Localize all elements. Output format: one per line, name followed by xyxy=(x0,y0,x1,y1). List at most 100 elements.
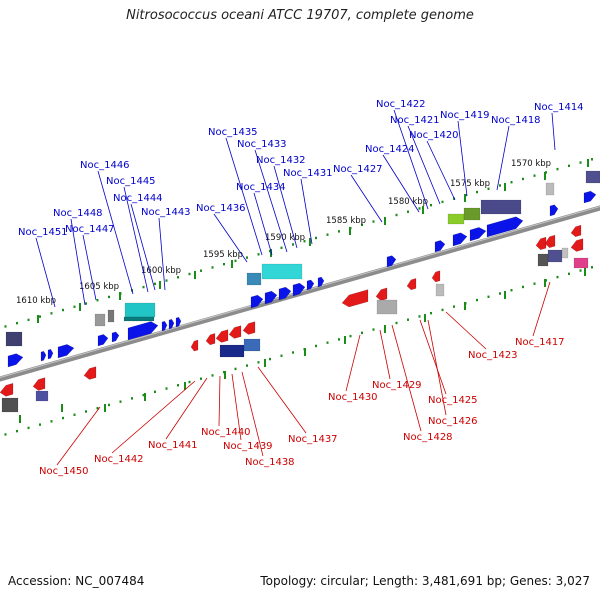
leader-line xyxy=(300,178,313,245)
major-tick xyxy=(349,227,351,235)
leader-line xyxy=(231,373,242,441)
major-tick xyxy=(424,314,426,322)
gene-label-noc-1422[interactable]: Noc_1422 xyxy=(376,99,426,110)
gene-label-noc-1433[interactable]: Noc_1433 xyxy=(237,139,287,150)
gene-label-noc-1438[interactable]: Noc_1438 xyxy=(245,457,295,468)
gene-feature-box xyxy=(124,302,156,318)
gene-label-noc-1425[interactable]: Noc_1425 xyxy=(428,395,478,406)
scale-tick-label: 1580 kbp xyxy=(388,197,428,207)
leader-line xyxy=(130,203,156,291)
gene-label-noc-1419[interactable]: Noc_1419 xyxy=(440,110,490,121)
gene-label-noc-1430[interactable]: Noc_1430 xyxy=(328,392,378,403)
gene-label-noc-1423[interactable]: Noc_1423 xyxy=(468,350,518,361)
gene-label-noc-1418[interactable]: Noc_1418 xyxy=(491,115,541,126)
lower-tick-dot xyxy=(200,377,202,380)
reverse-gene-arrow xyxy=(0,382,14,397)
gene-feature-box xyxy=(585,170,600,184)
leader-line xyxy=(254,149,288,253)
forward-gene-arrow xyxy=(40,350,47,362)
major-tick xyxy=(270,249,272,257)
gene-feature-box xyxy=(123,316,155,322)
gene-feature-box xyxy=(94,313,106,327)
leader-line xyxy=(393,109,429,210)
major-tick xyxy=(504,183,506,191)
lower-tick-dot xyxy=(522,285,524,289)
reverse-gene-arrow xyxy=(544,234,556,248)
lower-tick-dot xyxy=(165,387,168,390)
gene-label-noc-1417[interactable]: Noc_1417 xyxy=(515,337,565,348)
gene-label-noc-1451[interactable]: Noc_1451 xyxy=(18,227,68,238)
lower-tick-dot xyxy=(453,305,455,308)
lower-tick-dot xyxy=(407,318,409,321)
gene-label-noc-1434[interactable]: Noc_1434 xyxy=(236,182,286,193)
gene-label-noc-1442[interactable]: Noc_1442 xyxy=(94,454,144,465)
upper-tick-dot xyxy=(487,187,490,190)
upper-tick-dot xyxy=(96,299,99,302)
gene-label-noc-1444[interactable]: Noc_1444 xyxy=(113,193,163,204)
gene-label-noc-1448[interactable]: Noc_1448 xyxy=(53,208,103,219)
gene-label-noc-1432[interactable]: Noc_1432 xyxy=(256,155,306,166)
gene-label-noc-1414[interactable]: Noc_1414 xyxy=(534,102,584,113)
upper-tick-dot xyxy=(154,282,156,286)
gene-label-noc-1431[interactable]: Noc_1431 xyxy=(283,168,333,179)
leader-line xyxy=(419,319,447,395)
upper-tick-dot xyxy=(188,272,191,276)
gene-feature-box xyxy=(261,263,303,280)
gene-label-noc-1450[interactable]: Noc_1450 xyxy=(39,466,89,477)
gene-label-noc-1439[interactable]: Noc_1439 xyxy=(223,441,273,452)
leader-line xyxy=(253,192,273,256)
upper-tick-dot xyxy=(407,210,409,213)
forward-gene-arrow xyxy=(317,276,325,288)
upper-tick-dot xyxy=(62,308,64,312)
gene-label-noc-1421[interactable]: Noc_1421 xyxy=(390,115,440,126)
gene-label-noc-1435[interactable]: Noc_1435 xyxy=(208,127,258,138)
lower-tick-dot xyxy=(4,433,7,436)
lower-tick-dot xyxy=(154,390,156,394)
upper-tick-dot xyxy=(108,295,110,299)
upper-tick-dot xyxy=(303,240,306,243)
forward-gene-arrow xyxy=(127,321,159,341)
gene-label-noc-1445[interactable]: Noc_1445 xyxy=(106,176,156,187)
forward-gene-arrow xyxy=(250,294,264,309)
gene-label-noc-1424[interactable]: Noc_1424 xyxy=(365,144,415,155)
leader-line xyxy=(382,154,420,213)
lower-tick-dot xyxy=(50,420,53,423)
scale-labels: 1570 kbp 1575 kbp 1580 kbp 1585 kbp 1590 kbp… xyxy=(16,159,551,306)
upper-tick-dot xyxy=(441,200,444,204)
lower-tick-dot xyxy=(395,321,398,325)
forward-gene-arrow xyxy=(469,227,487,242)
gene-label-noc-1420[interactable]: Noc_1420 xyxy=(409,130,459,141)
leader-line xyxy=(35,237,56,308)
forward-gene-arrow xyxy=(549,204,559,217)
upper-tick-dot xyxy=(16,321,18,325)
gene-label-noc-1427[interactable]: Noc_1427 xyxy=(333,164,383,175)
scale-tick-label: 1590 kbp xyxy=(265,233,305,243)
gene-label-noc-1443[interactable]: Noc_1443 xyxy=(141,207,191,218)
gene-label-noc-1446[interactable]: Noc_1446 xyxy=(80,160,130,171)
gene-feature-box xyxy=(107,309,115,323)
upper-tick-dot xyxy=(361,223,363,227)
gene-label-noc-1436[interactable]: Noc_1436 xyxy=(196,203,246,214)
major-tick xyxy=(79,303,81,311)
forward-gene-arrow xyxy=(264,290,278,305)
lower-tick-dot xyxy=(16,429,18,433)
gene-label-noc-1447[interactable]: Noc_1447 xyxy=(65,224,115,235)
gene-label-noc-1440[interactable]: Noc_1440 xyxy=(201,427,251,438)
gene-feature-box xyxy=(246,272,262,286)
gene-label-noc-1428[interactable]: Noc_1428 xyxy=(403,432,453,443)
reverse-gene-arrow xyxy=(242,321,256,335)
label-leader-lines xyxy=(35,109,556,466)
leader-line xyxy=(82,234,97,301)
reverse-gene-arrow xyxy=(535,236,547,250)
major-tick xyxy=(264,359,266,367)
scale-tick-label: 1600 kbp xyxy=(141,266,181,276)
forward-gene-arrow xyxy=(175,316,182,328)
upper-tick-dot xyxy=(223,262,225,266)
gene-label-noc-1441[interactable]: Noc_1441 xyxy=(148,440,198,451)
gene-label-noc-1437[interactable]: Noc_1437 xyxy=(288,434,338,445)
upper-tick-dot xyxy=(430,203,432,207)
gene-label-noc-1429[interactable]: Noc_1429 xyxy=(372,380,422,391)
reverse-gene-arrow xyxy=(215,329,229,343)
forward-gene-arrow xyxy=(278,286,292,301)
gene-label-noc-1426[interactable]: Noc_1426 xyxy=(428,416,478,427)
